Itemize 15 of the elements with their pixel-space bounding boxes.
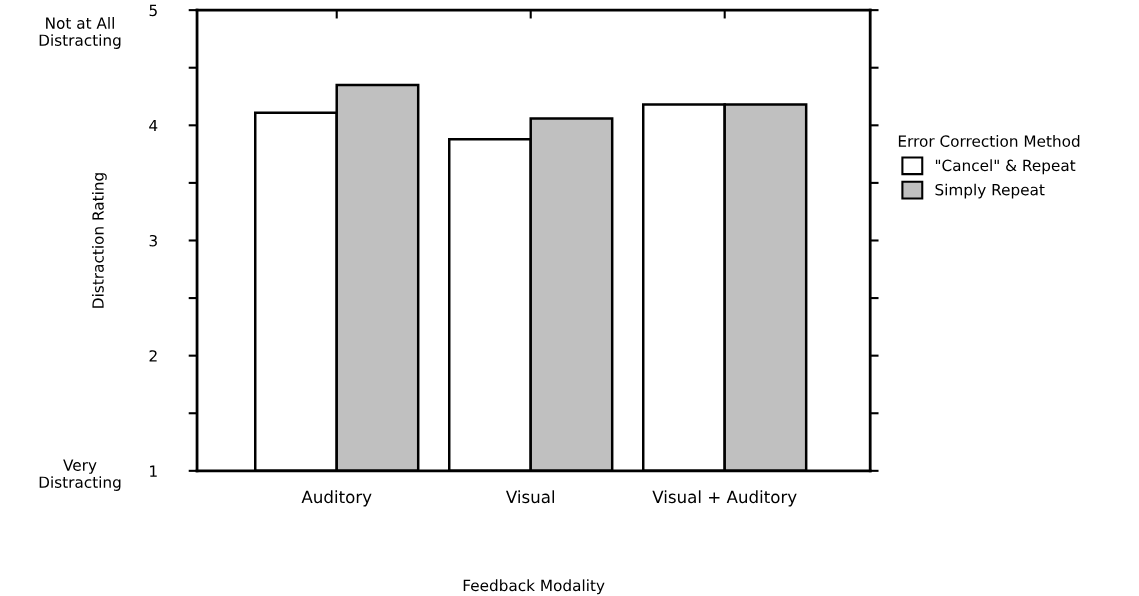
y-tick-label: 4 <box>149 119 158 132</box>
legend-label: Simply Repeat <box>935 183 1045 199</box>
legend-title: Error Correction Method <box>898 135 1080 147</box>
y-tick-label: 1 <box>150 465 157 477</box>
x-tick-label: Visual + Auditory <box>652 490 797 507</box>
text: Not at All Distracting <box>39 17 121 49</box>
y-tick-label: 2 <box>149 350 157 362</box>
x-tick-label: Visual <box>505 490 555 504</box>
text: Very Distracting <box>39 459 121 491</box>
y-tick-label: 5 <box>149 4 157 17</box>
y-axis-title: Distraction Rating <box>91 173 107 308</box>
y-tick-label: 3 <box>149 234 157 247</box>
x-tick-label: Auditory <box>301 490 372 507</box>
legend-label: "Cancel" & Repeat <box>935 159 1076 175</box>
x-axis-title: Feedback Modality <box>463 579 605 595</box>
